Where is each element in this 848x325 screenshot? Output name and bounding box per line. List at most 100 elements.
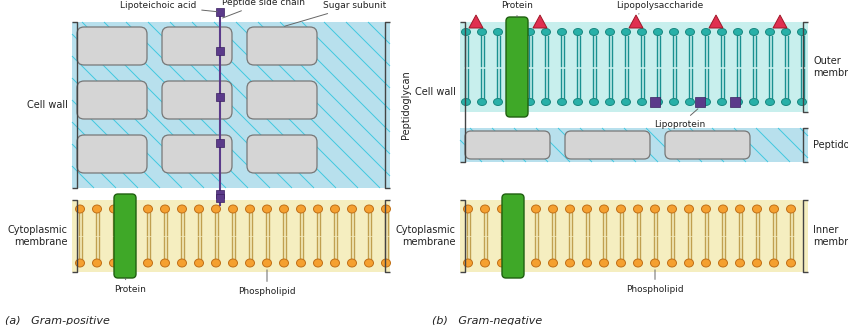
Ellipse shape [75, 259, 85, 267]
Ellipse shape [477, 29, 487, 35]
Ellipse shape [211, 205, 220, 213]
Ellipse shape [684, 259, 694, 267]
FancyBboxPatch shape [465, 131, 550, 159]
Ellipse shape [589, 98, 599, 106]
Bar [216, 139, 224, 147]
Ellipse shape [735, 259, 745, 267]
Text: Sugar subunit: Sugar subunit [285, 1, 387, 26]
Ellipse shape [654, 29, 662, 35]
FancyBboxPatch shape [77, 81, 147, 119]
Bar [730, 97, 740, 107]
FancyBboxPatch shape [114, 194, 136, 278]
FancyBboxPatch shape [506, 17, 528, 117]
Ellipse shape [782, 29, 790, 35]
FancyBboxPatch shape [247, 135, 317, 173]
Bar [460, 128, 808, 162]
Ellipse shape [526, 98, 534, 106]
Text: Peptidoglycan: Peptidoglycan [813, 140, 848, 150]
Ellipse shape [365, 205, 373, 213]
Ellipse shape [498, 259, 506, 267]
FancyBboxPatch shape [565, 131, 650, 159]
Ellipse shape [633, 259, 643, 267]
Ellipse shape [382, 205, 390, 213]
Ellipse shape [75, 205, 85, 213]
Ellipse shape [701, 29, 711, 35]
Ellipse shape [477, 98, 487, 106]
Ellipse shape [160, 205, 170, 213]
Ellipse shape [600, 259, 609, 267]
Ellipse shape [701, 259, 711, 267]
Ellipse shape [382, 259, 390, 267]
Ellipse shape [297, 259, 305, 267]
Text: (a)   Gram-positive: (a) Gram-positive [5, 316, 110, 325]
FancyBboxPatch shape [247, 27, 317, 65]
FancyBboxPatch shape [162, 27, 232, 65]
Ellipse shape [786, 205, 795, 213]
Ellipse shape [622, 98, 631, 106]
Ellipse shape [622, 29, 631, 35]
Ellipse shape [650, 205, 660, 213]
Ellipse shape [638, 98, 646, 106]
Ellipse shape [126, 205, 136, 213]
Ellipse shape [143, 205, 153, 213]
Ellipse shape [510, 98, 518, 106]
Ellipse shape [532, 259, 540, 267]
Ellipse shape [766, 98, 774, 106]
Ellipse shape [589, 29, 599, 35]
Text: Cell wall: Cell wall [416, 87, 456, 97]
Ellipse shape [510, 29, 518, 35]
Ellipse shape [280, 205, 288, 213]
Ellipse shape [605, 98, 615, 106]
Ellipse shape [766, 29, 774, 35]
Ellipse shape [750, 98, 758, 106]
Ellipse shape [718, 259, 728, 267]
Ellipse shape [494, 98, 503, 106]
Ellipse shape [616, 205, 626, 213]
Ellipse shape [750, 29, 758, 35]
Ellipse shape [685, 98, 695, 106]
Bar [216, 47, 224, 55]
FancyBboxPatch shape [247, 81, 317, 119]
Ellipse shape [92, 205, 102, 213]
Ellipse shape [752, 205, 762, 213]
Bar [216, 194, 224, 202]
FancyBboxPatch shape [77, 135, 147, 173]
Ellipse shape [526, 29, 534, 35]
FancyBboxPatch shape [162, 81, 232, 119]
Ellipse shape [566, 205, 574, 213]
Ellipse shape [769, 205, 778, 213]
Ellipse shape [701, 98, 711, 106]
Bar [216, 93, 224, 101]
Text: Phospholipid: Phospholipid [626, 270, 683, 294]
FancyBboxPatch shape [502, 194, 524, 278]
Text: Phospholipid: Phospholipid [238, 270, 296, 296]
Ellipse shape [670, 29, 678, 35]
Ellipse shape [109, 205, 119, 213]
Ellipse shape [616, 259, 626, 267]
Ellipse shape [348, 205, 356, 213]
Ellipse shape [297, 205, 305, 213]
Bar [72, 22, 390, 188]
Ellipse shape [782, 98, 790, 106]
Ellipse shape [549, 259, 557, 267]
FancyBboxPatch shape [665, 131, 750, 159]
Text: Inner
membrane: Inner membrane [813, 225, 848, 247]
Text: Cytoplasmic
membrane: Cytoplasmic membrane [396, 225, 456, 247]
Ellipse shape [331, 205, 339, 213]
Ellipse shape [494, 29, 503, 35]
Ellipse shape [717, 29, 727, 35]
Polygon shape [629, 15, 643, 28]
Ellipse shape [481, 205, 489, 213]
Ellipse shape [633, 205, 643, 213]
Ellipse shape [638, 29, 646, 35]
Ellipse shape [263, 259, 271, 267]
Ellipse shape [701, 205, 711, 213]
Ellipse shape [515, 259, 523, 267]
Ellipse shape [246, 259, 254, 267]
Ellipse shape [194, 205, 204, 213]
Ellipse shape [573, 98, 583, 106]
Text: Protein: Protein [114, 278, 146, 294]
Ellipse shape [685, 29, 695, 35]
Ellipse shape [650, 259, 660, 267]
Bar [460, 22, 808, 112]
